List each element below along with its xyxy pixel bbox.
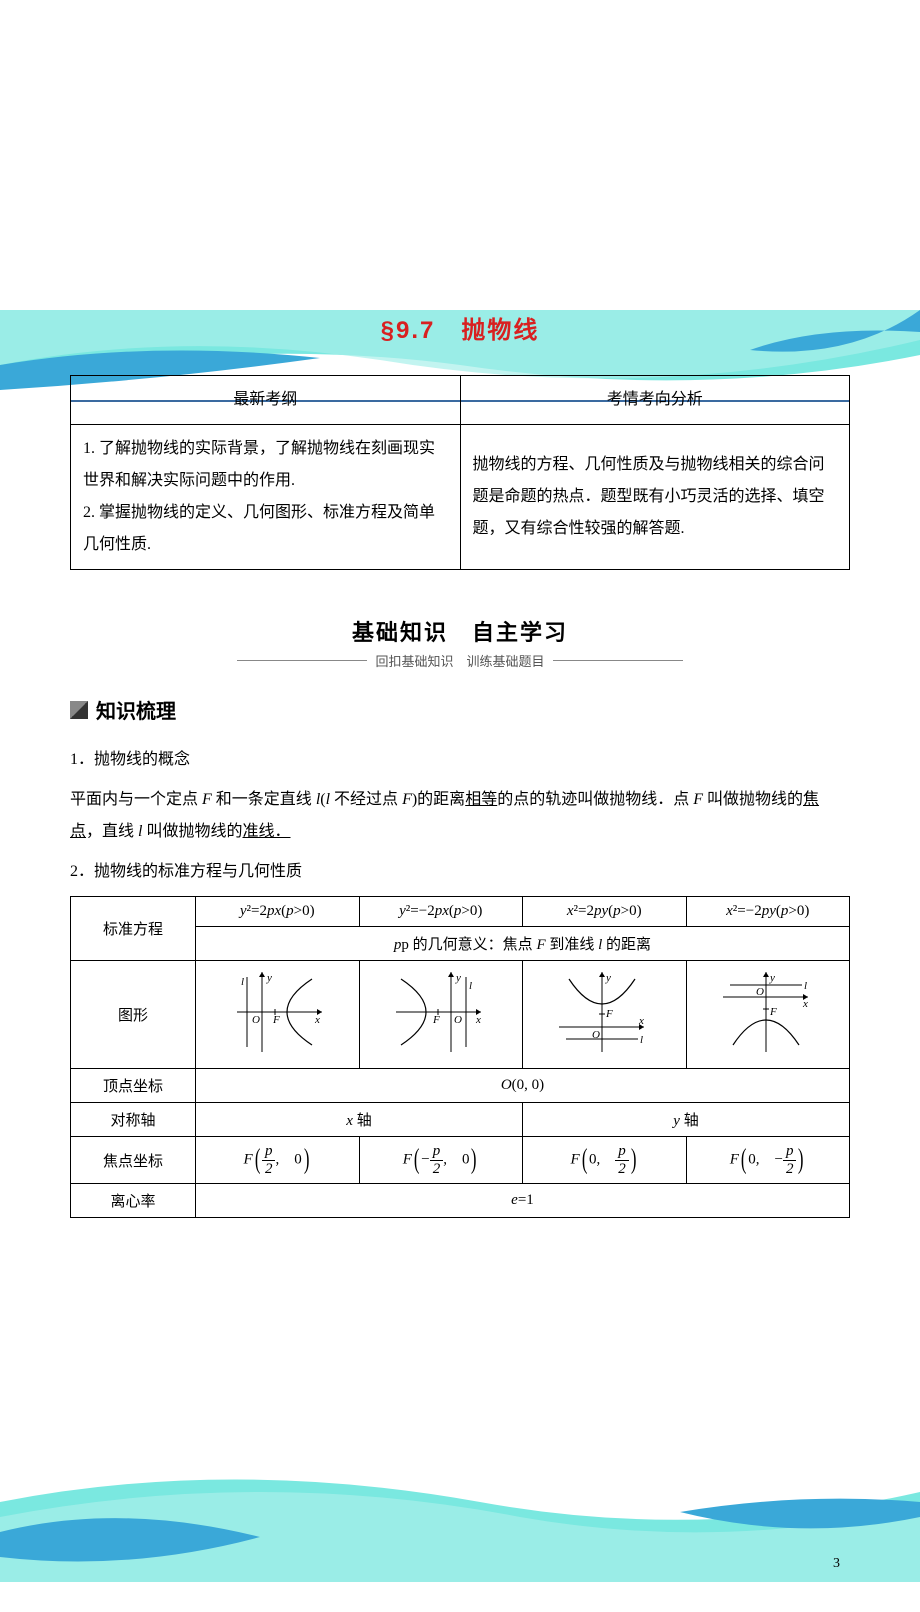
row-vertex: 顶点坐标 [71, 1069, 196, 1103]
svg-text:x: x [638, 1015, 644, 1027]
svg-text:O: O [454, 1014, 462, 1026]
svg-text:O: O [592, 1029, 600, 1041]
svg-text:O: O [756, 986, 764, 998]
decorative-wave-bottom [0, 1442, 920, 1582]
block-icon [70, 701, 88, 719]
row-figure: 图形 [71, 961, 196, 1069]
svg-text:l: l [640, 1034, 643, 1046]
row-std-eq: 标准方程 [71, 897, 196, 961]
concept-label: 1．抛物线的概念 [70, 744, 850, 776]
block-title: 知识梳理 [70, 695, 850, 724]
eq2: y²=−2px(p>0) [359, 897, 523, 927]
row-focus: 焦点坐标 [71, 1137, 196, 1184]
svg-text:y: y [769, 972, 775, 984]
svg-text:l: l [469, 980, 472, 992]
outline-right: 抛物线的方程、几何性质及与抛物线相关的综合问题是命题的热点．题型既有小巧灵活的选… [460, 425, 850, 570]
focus1: F(p2, 0) [196, 1137, 360, 1184]
svg-text:l: l [804, 980, 807, 992]
fig2: l y O F x [359, 961, 523, 1069]
section-header-main: 基础知识 自主学习 [70, 615, 850, 647]
svg-text:x: x [314, 1014, 320, 1026]
fig1: l y O F x [196, 961, 360, 1069]
svg-text:F: F [769, 1006, 777, 1018]
svg-text:x: x [475, 1014, 481, 1026]
concept-text: 平面内与一个定点 F 和一条定直线 l(l 不经过点 F)的距离相等的点的轨迹叫… [70, 784, 850, 848]
svg-text:y: y [455, 972, 461, 984]
section-header: 基础知识 自主学习 回扣基础知识 训练基础题目 [70, 615, 850, 670]
p-meaning: pp 的几何意义：焦点 F 到准线 l 的距离 [196, 927, 850, 961]
block-title-text: 知识梳理 [96, 695, 176, 724]
section-title: §9.7 抛物线 [70, 310, 850, 345]
fig4: y O F x l [686, 961, 850, 1069]
properties-table: 标准方程 y²=2px(p>0) y²=−2px(p>0) x²=2py(p>0… [70, 896, 850, 1218]
props-label: 2．抛物线的标准方程与几何性质 [70, 856, 850, 888]
svg-text:l: l [241, 976, 244, 988]
svg-text:O: O [252, 1014, 260, 1026]
outline-table: 最新考纲 考情考向分析 1. 了解抛物线的实际背景，了解抛物线在刻画现实世界和解… [70, 375, 850, 570]
row-axis: 对称轴 [71, 1103, 196, 1137]
page-number: 3 [833, 1556, 840, 1572]
eq1: y²=2px(p>0) [196, 897, 360, 927]
focus2: F(−p2, 0) [359, 1137, 523, 1184]
row-ecc: 离心率 [71, 1184, 196, 1218]
outline-header-left: 最新考纲 [71, 376, 461, 425]
svg-text:y: y [266, 972, 272, 984]
svg-text:F: F [605, 1008, 613, 1020]
vertex-val: O(0, 0) [196, 1069, 850, 1103]
svg-text:x: x [802, 998, 808, 1010]
ecc-val: e=1 [196, 1184, 850, 1218]
svg-text:F: F [432, 1014, 440, 1026]
eq4: x²=−2py(p>0) [686, 897, 850, 927]
focus3: F(0, p2) [523, 1137, 687, 1184]
section-header-sub: 回扣基础知识 训练基础题目 [70, 651, 850, 670]
svg-text:y: y [605, 972, 611, 984]
focus4: F(0, −p2) [686, 1137, 850, 1184]
axis-y: y 轴 [523, 1103, 850, 1137]
eq3: x²=2py(p>0) [523, 897, 687, 927]
outline-left: 1. 了解抛物线的实际背景，了解抛物线在刻画现实世界和解决实际问题中的作用. 2… [71, 425, 461, 570]
outline-header-right: 考情考向分析 [460, 376, 850, 425]
svg-text:F: F [272, 1014, 280, 1026]
fig3: y O F x l [523, 961, 687, 1069]
axis-x: x 轴 [196, 1103, 523, 1137]
